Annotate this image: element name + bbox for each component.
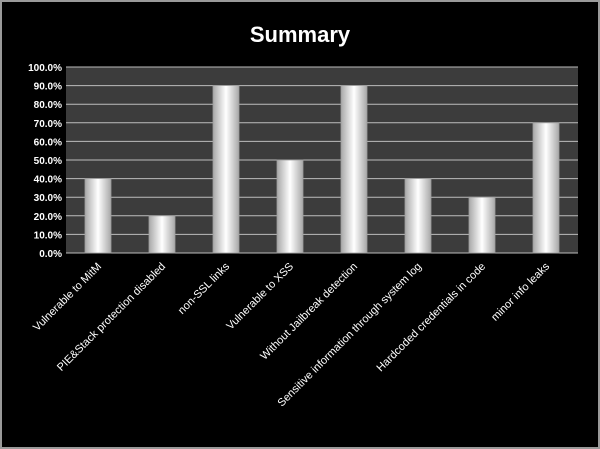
bar	[148, 215, 176, 254]
bar	[340, 85, 368, 254]
bar	[404, 178, 432, 254]
bar	[276, 159, 304, 254]
bar	[212, 85, 240, 254]
bar	[468, 196, 496, 254]
x-tick-label: PIE&Stack protection disabled	[55, 261, 168, 374]
y-tick-label: 60.0%	[34, 137, 62, 148]
y-tick-label: 10.0%	[34, 230, 62, 241]
x-tick-label: Hardcoded credentials in code	[375, 261, 489, 375]
y-tick-label: 30.0%	[34, 193, 62, 204]
x-tick-label: Vulnerable to XSS	[224, 261, 296, 333]
x-tick-label: Vulnerable to MitM	[31, 261, 104, 334]
x-tick-label: non-SSL links	[176, 260, 233, 317]
x-tick-label: Sensitive information through system log	[276, 261, 425, 410]
y-tick-label: 40.0%	[34, 175, 62, 186]
y-tick-label: 70.0%	[34, 119, 62, 130]
y-tick-label: 50.0%	[34, 156, 62, 167]
y-tick-label: 100.0%	[28, 63, 62, 74]
bars	[84, 85, 560, 254]
y-axis-ticks: 0.0% 10.0% 20.0% 30.0% 40.0% 50.0% 60.0% 70.0% 8…	[28, 63, 62, 260]
y-tick-label: 90.0%	[34, 82, 62, 93]
chart-title: Summary	[249, 22, 351, 47]
bar	[532, 122, 560, 254]
y-tick-label: 20.0%	[34, 212, 62, 223]
bar	[84, 178, 112, 254]
x-tick-label: minor info leaks	[489, 260, 552, 323]
y-tick-label: 80.0%	[34, 100, 62, 111]
y-tick-label: 0.0%	[39, 249, 62, 260]
